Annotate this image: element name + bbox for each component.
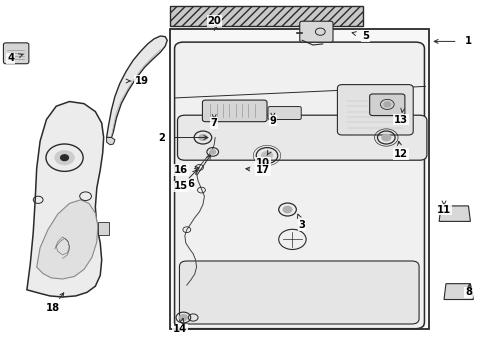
Polygon shape bbox=[37, 200, 98, 279]
Circle shape bbox=[381, 134, 390, 141]
Circle shape bbox=[179, 315, 187, 320]
Text: 9: 9 bbox=[269, 116, 276, 126]
Text: 8: 8 bbox=[464, 287, 471, 297]
Polygon shape bbox=[27, 102, 103, 297]
Text: 6: 6 bbox=[187, 179, 194, 189]
FancyBboxPatch shape bbox=[177, 115, 426, 160]
Polygon shape bbox=[443, 284, 472, 300]
Circle shape bbox=[61, 155, 68, 161]
Text: 1: 1 bbox=[464, 36, 471, 46]
Circle shape bbox=[383, 102, 390, 107]
Text: 13: 13 bbox=[393, 114, 407, 125]
Circle shape bbox=[209, 150, 215, 154]
Text: 5: 5 bbox=[362, 31, 368, 41]
FancyBboxPatch shape bbox=[337, 85, 412, 135]
Text: 14: 14 bbox=[172, 324, 187, 334]
Circle shape bbox=[199, 135, 206, 140]
FancyBboxPatch shape bbox=[3, 43, 29, 64]
Text: 3: 3 bbox=[298, 220, 305, 230]
FancyBboxPatch shape bbox=[267, 107, 301, 120]
Text: 18: 18 bbox=[46, 303, 60, 313]
Circle shape bbox=[261, 152, 272, 159]
Polygon shape bbox=[106, 36, 167, 138]
FancyBboxPatch shape bbox=[369, 94, 404, 116]
Circle shape bbox=[55, 150, 74, 165]
FancyBboxPatch shape bbox=[170, 6, 363, 26]
Text: 4: 4 bbox=[7, 53, 14, 63]
Polygon shape bbox=[106, 138, 115, 145]
FancyBboxPatch shape bbox=[299, 21, 332, 42]
Text: 7: 7 bbox=[210, 118, 217, 128]
Text: 17: 17 bbox=[256, 165, 269, 175]
Polygon shape bbox=[170, 29, 428, 329]
Text: 10: 10 bbox=[256, 158, 269, 168]
FancyBboxPatch shape bbox=[202, 100, 266, 122]
Text: 2: 2 bbox=[158, 132, 164, 143]
Polygon shape bbox=[176, 45, 424, 326]
FancyBboxPatch shape bbox=[179, 261, 418, 324]
Text: 19: 19 bbox=[135, 76, 148, 86]
Text: 15: 15 bbox=[174, 181, 187, 192]
FancyBboxPatch shape bbox=[174, 42, 424, 329]
Polygon shape bbox=[438, 206, 469, 221]
Text: 12: 12 bbox=[393, 149, 407, 159]
FancyBboxPatch shape bbox=[98, 222, 108, 235]
Circle shape bbox=[283, 206, 291, 213]
Text: 20: 20 bbox=[207, 16, 221, 26]
Text: 11: 11 bbox=[436, 204, 450, 215]
Text: 16: 16 bbox=[174, 165, 187, 175]
